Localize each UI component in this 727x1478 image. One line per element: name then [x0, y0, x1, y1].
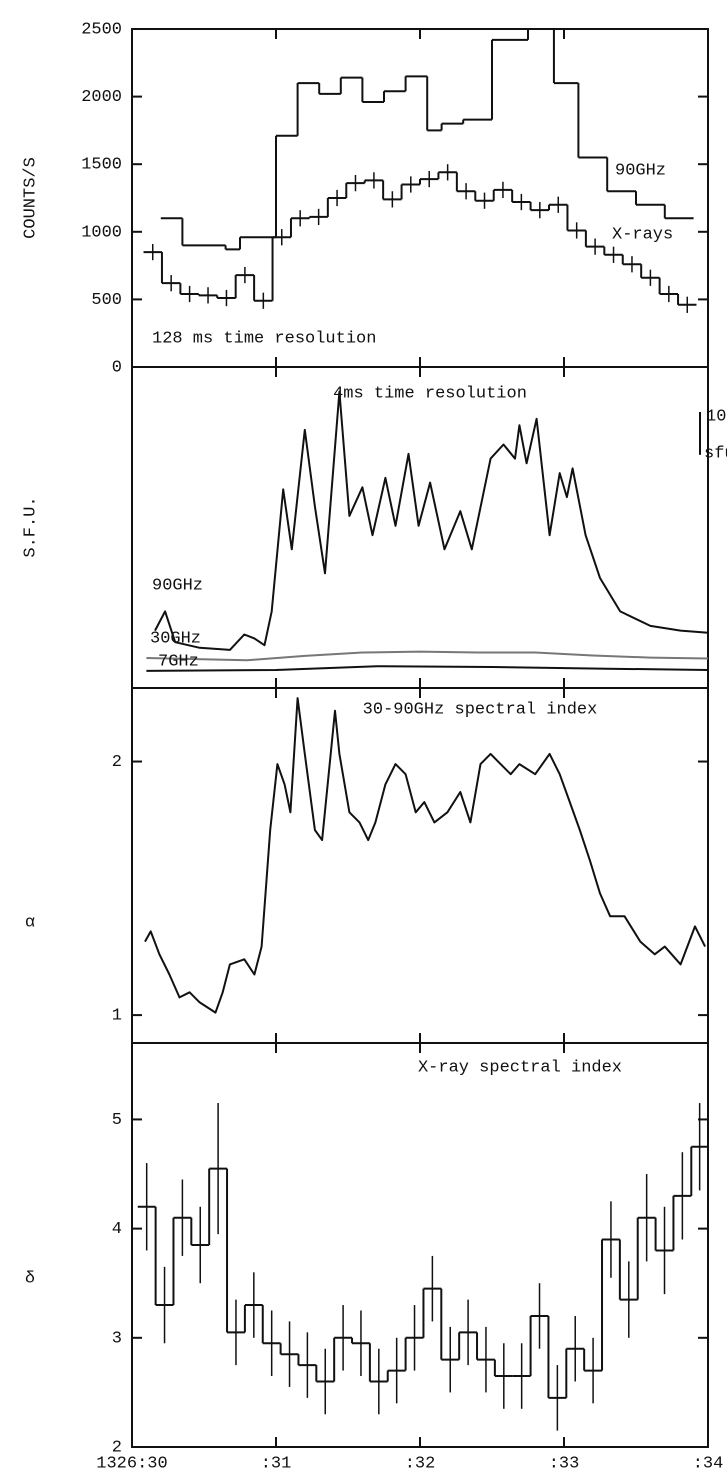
- line: [146, 665, 709, 672]
- y-axis-label: α: [25, 913, 35, 932]
- annotation: 128 ms time resolution: [152, 329, 376, 348]
- y-tick-label: 1500: [81, 156, 122, 175]
- y-tick-label: 3: [112, 1329, 122, 1348]
- x-tick-label: 1326:30: [96, 1454, 167, 1473]
- series-label: 30GHz: [150, 629, 201, 648]
- y-tick-label: 1000: [81, 223, 122, 242]
- panel-title: 4ms time resolution: [333, 384, 527, 403]
- line: [144, 697, 706, 1014]
- y-tick-label: 0: [112, 358, 122, 377]
- line: [146, 650, 709, 662]
- y-axis-label: COUNTS/S: [21, 157, 40, 239]
- scale-bar-value: 10: [706, 407, 726, 426]
- scale-bar-unit: sfu: [704, 444, 727, 463]
- x-tick-label: :34: [693, 1454, 724, 1473]
- y-tick-label: 5: [112, 1111, 122, 1130]
- series-label: 90GHz: [615, 161, 666, 180]
- x-tick-label: :31: [261, 1454, 292, 1473]
- panel-frame: [131, 687, 709, 1044]
- y-axis-label: S.F.U.: [21, 496, 40, 557]
- series-label: X-rays: [612, 225, 673, 244]
- y-axis-label: δ: [25, 1269, 35, 1288]
- panel-frame: [131, 366, 709, 689]
- y-tick-label: 500: [91, 291, 122, 310]
- panel-title: 30-90GHz spectral index: [363, 700, 598, 719]
- series-label: 90GHz: [152, 576, 203, 595]
- y-tick-label: 4: [112, 1220, 122, 1239]
- y-tick-label: 2000: [81, 88, 122, 107]
- panel-title: X-ray spectral index: [418, 1058, 622, 1077]
- line: [154, 390, 709, 651]
- x-tick-label: :33: [549, 1454, 580, 1473]
- panel-frame: [131, 28, 709, 368]
- y-tick-label: 2: [112, 753, 122, 772]
- x-tick-label: :32: [405, 1454, 436, 1473]
- y-tick-label: 2500: [81, 20, 122, 39]
- y-tick-label: 2: [112, 1438, 122, 1457]
- y-tick-label: 1: [112, 1007, 122, 1026]
- series-label: 7GHz: [158, 652, 199, 671]
